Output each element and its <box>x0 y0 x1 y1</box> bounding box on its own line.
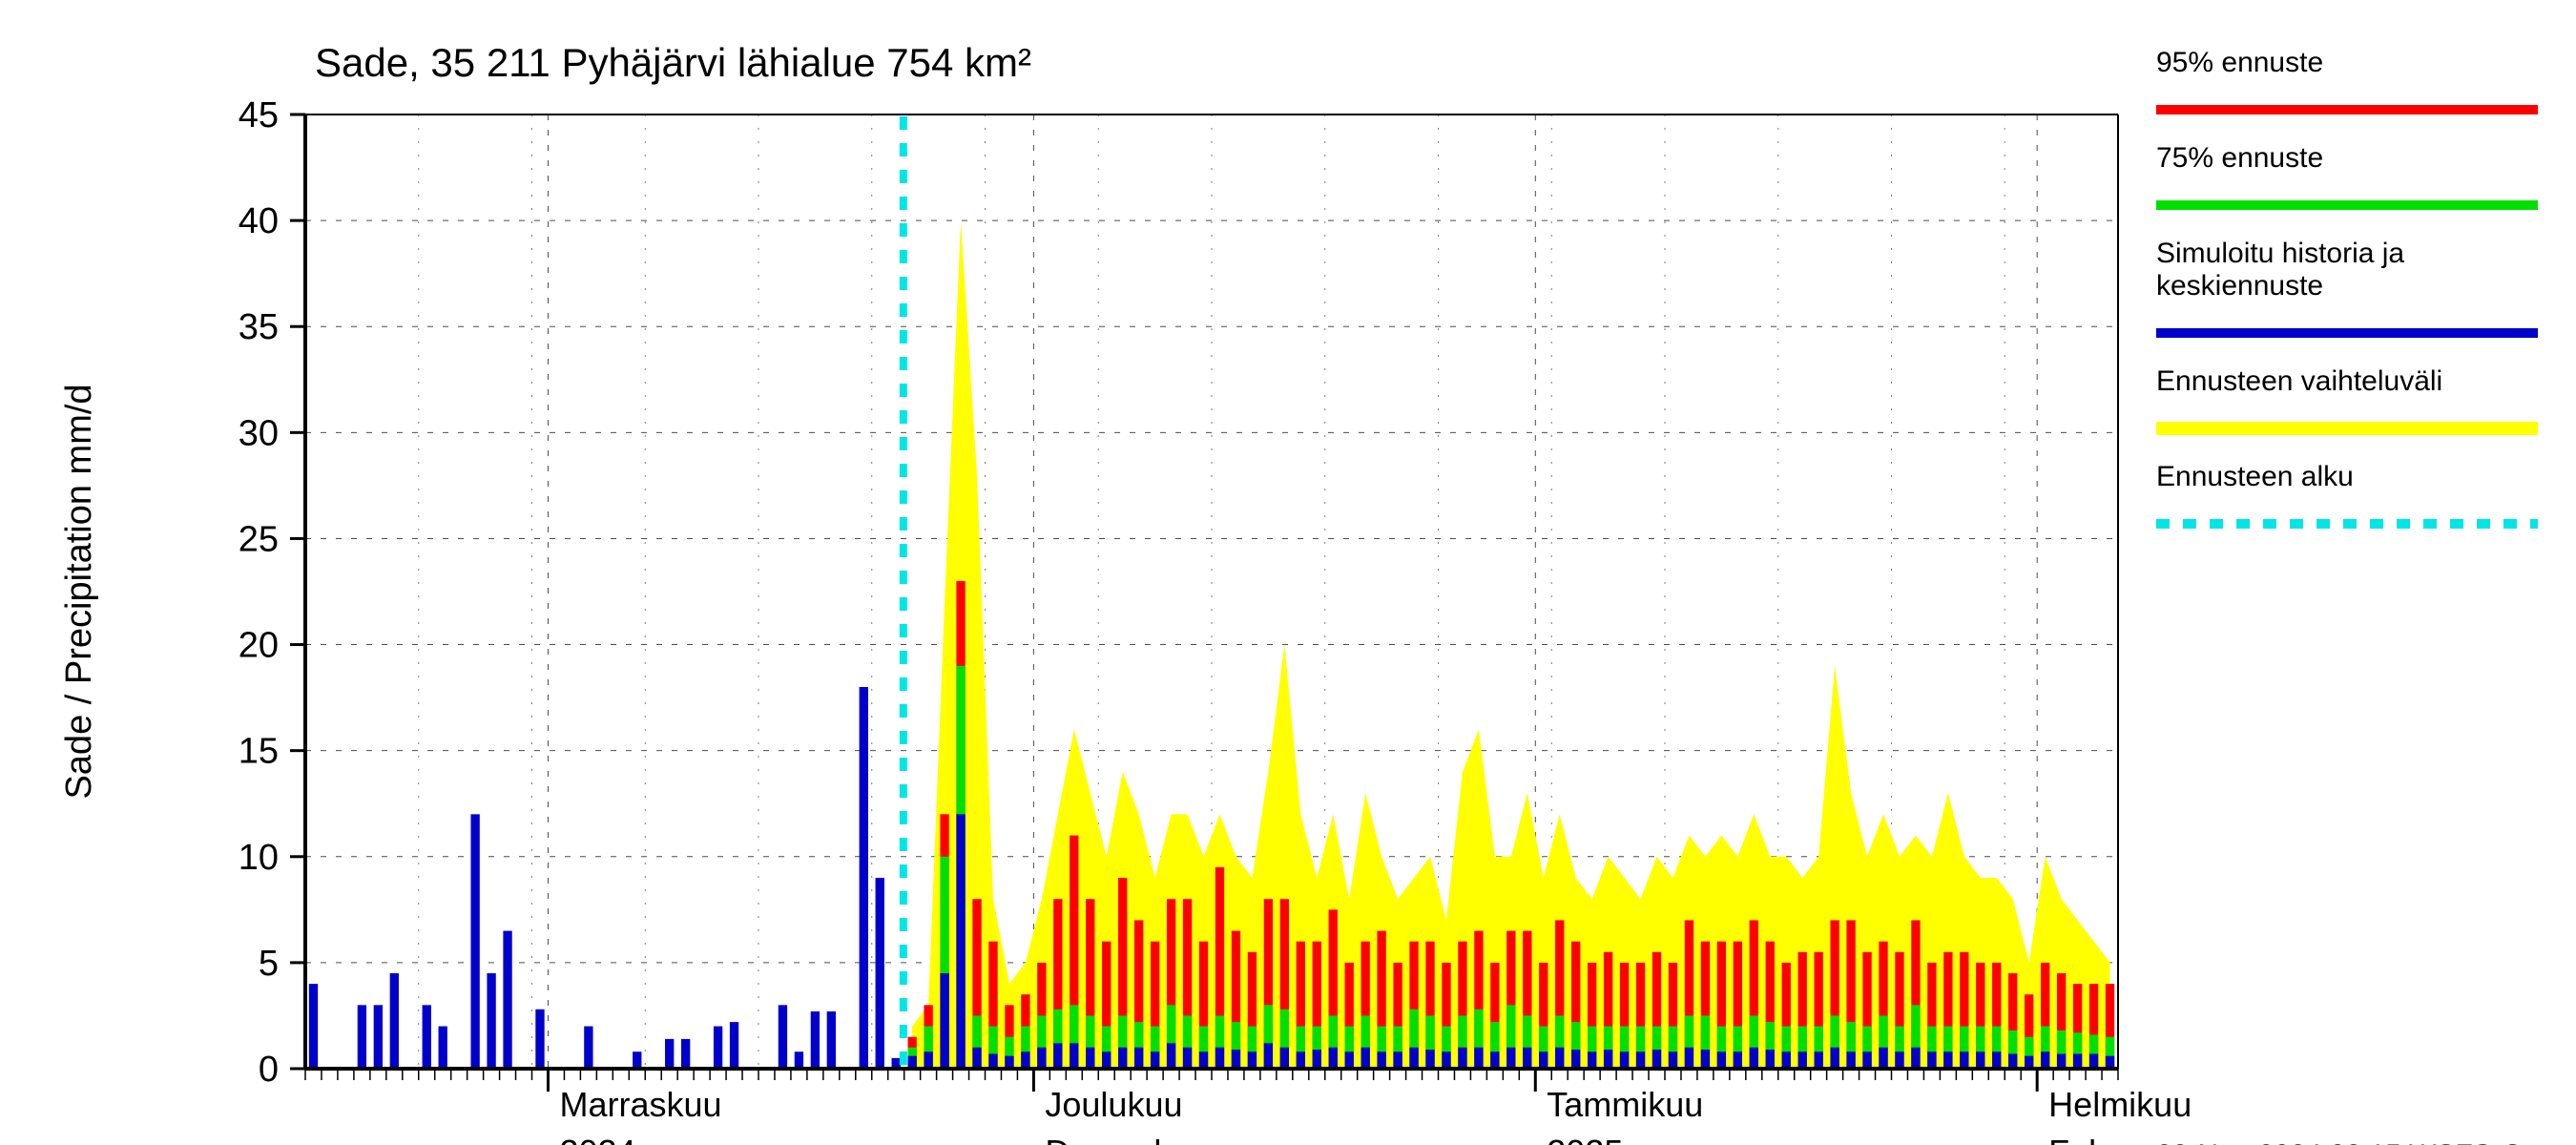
y-tick-label: 40 <box>239 201 279 241</box>
precipitation-chart: 051015202530354045Marraskuu2024JoulukuuD… <box>0 0 2576 1145</box>
legend-label: 75% ennuste <box>2156 142 2323 174</box>
x-month-label: Helmikuu <box>2048 1085 2192 1124</box>
x-month-label: Tammikuu <box>1547 1085 1703 1124</box>
y-tick-label: 45 <box>239 95 279 135</box>
legend-label: keskiennuste <box>2156 270 2323 302</box>
legend-label: Simuloitu historia ja <box>2156 238 2404 269</box>
y-tick-label: 30 <box>239 413 279 453</box>
chart-footer: 22-Nov-2024 08:15 WSFS-O <box>2156 1139 2524 1145</box>
y-tick-label: 35 <box>239 307 279 347</box>
legend-label: Ennusteen alku <box>2156 461 2354 492</box>
chart-title: Sade, 35 211 Pyhäjärvi lähialue 754 km² <box>315 40 1031 85</box>
x-month-label: Joulukuu <box>1045 1085 1182 1124</box>
legend-label: 95% ennuste <box>2156 47 2323 78</box>
y-tick-label: 15 <box>239 732 279 772</box>
legend-label: Ennusteen vaihteluväli <box>2156 365 2442 397</box>
y-tick-label: 10 <box>239 838 279 878</box>
x-month-label: Marraskuu <box>559 1085 721 1124</box>
x-month-sublabel: 2025 <box>1547 1133 1623 1145</box>
x-month-sublabel: December <box>1045 1133 1203 1145</box>
y-tick-label: 25 <box>239 519 279 559</box>
x-month-sublabel: 2024 <box>559 1133 635 1145</box>
y-tick-label: 20 <box>239 626 279 666</box>
y-tick-label: 0 <box>259 1050 279 1090</box>
y-axis-label: Sade / Precipitation mm/d <box>59 384 99 799</box>
y-tick-label: 5 <box>259 944 279 984</box>
chart-container: 051015202530354045Marraskuu2024JoulukuuD… <box>0 0 2576 1145</box>
